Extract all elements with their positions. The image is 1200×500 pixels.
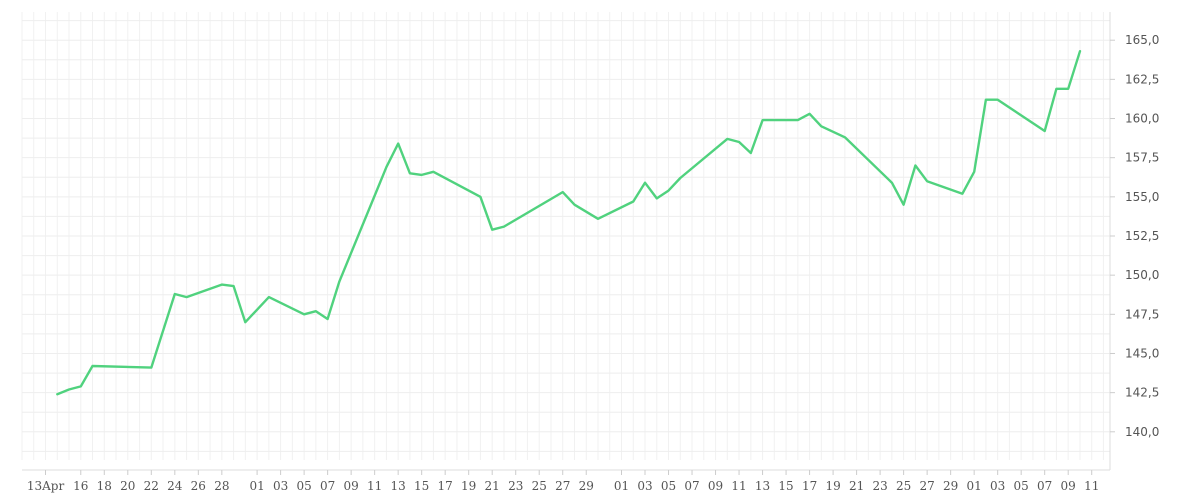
x-tick-label: 21 xyxy=(849,479,864,493)
y-tick-label: 152,5 xyxy=(1125,229,1159,243)
x-tick-label: 20 xyxy=(120,479,135,493)
x-tick-label: 16 xyxy=(73,479,88,493)
x-tick-label: 19 xyxy=(825,479,840,493)
x-tick-label: 26 xyxy=(191,479,206,493)
x-tick-label: 25 xyxy=(532,479,547,493)
y-tick-label: 160,0 xyxy=(1125,112,1159,126)
grid xyxy=(21,12,1110,460)
x-tick-label: 01 xyxy=(614,479,629,493)
x-tick-label: 13 xyxy=(755,479,770,493)
x-tick-label: 11 xyxy=(731,479,746,493)
x-tick-label: 27 xyxy=(919,479,934,493)
x-tick-label: 03 xyxy=(990,479,1005,493)
price-series-line xyxy=(56,50,1082,396)
y-tick-label: 165,0 xyxy=(1125,33,1159,47)
x-tick-label: 28 xyxy=(214,479,229,493)
x-tick-label: 05 xyxy=(661,479,676,493)
x-tick-label: 23 xyxy=(508,479,523,493)
x-tick-label: 19 xyxy=(461,479,476,493)
x-tick-label: 13 xyxy=(391,479,406,493)
x-tick-label: 29 xyxy=(579,479,594,493)
y-tick-label: 155,0 xyxy=(1125,190,1159,204)
y-tick-label: 162,5 xyxy=(1125,72,1159,86)
x-tick-label: 07 xyxy=(684,479,699,493)
x-tick-label: 13Apr xyxy=(27,479,65,493)
x-tick-label: 09 xyxy=(708,479,723,493)
y-tick-label: 150,0 xyxy=(1125,268,1159,282)
x-tick-label: 05 xyxy=(296,479,311,493)
x-tick-label: 24 xyxy=(167,479,183,493)
x-tick-label: 15 xyxy=(778,479,793,493)
x-tick-label: 07 xyxy=(320,479,335,493)
x-tick-label: 09 xyxy=(343,479,358,493)
x-tick-label: 09 xyxy=(1061,479,1076,493)
x-tick-label: 11 xyxy=(1084,479,1099,493)
x-tick-label: 22 xyxy=(144,479,159,493)
x-tick-label: 01 xyxy=(249,479,264,493)
y-tick-label: 147,5 xyxy=(1125,307,1159,321)
y-tick-label: 145,0 xyxy=(1125,346,1159,360)
y-tick-label: 140,0 xyxy=(1125,425,1159,439)
x-tick-label: 18 xyxy=(97,479,112,493)
tick-labels: 140,0 142,5 145,0 147,5 150,0 152,5 155,0 157,5… xyxy=(27,33,1160,493)
x-tick-label: 11 xyxy=(367,479,382,493)
x-tick-label: 27 xyxy=(555,479,570,493)
series-layer xyxy=(56,50,1082,396)
x-tick-label: 17 xyxy=(802,479,817,493)
x-tick-label: 23 xyxy=(872,479,887,493)
x-tick-label: 01 xyxy=(967,479,982,493)
x-tick-label: 07 xyxy=(1037,479,1052,493)
axes xyxy=(22,12,1115,475)
x-tick-label: 03 xyxy=(637,479,652,493)
x-tick-label: 21 xyxy=(485,479,500,493)
x-tick-label: 03 xyxy=(273,479,288,493)
y-tick-label: 142,5 xyxy=(1125,386,1159,400)
x-tick-label: 25 xyxy=(896,479,911,493)
y-tick-label: 157,5 xyxy=(1125,151,1159,165)
x-tick-label: 15 xyxy=(414,479,429,493)
x-tick-label: 05 xyxy=(1014,479,1029,493)
x-tick-label: 29 xyxy=(943,479,958,493)
x-tick-label: 17 xyxy=(438,479,453,493)
